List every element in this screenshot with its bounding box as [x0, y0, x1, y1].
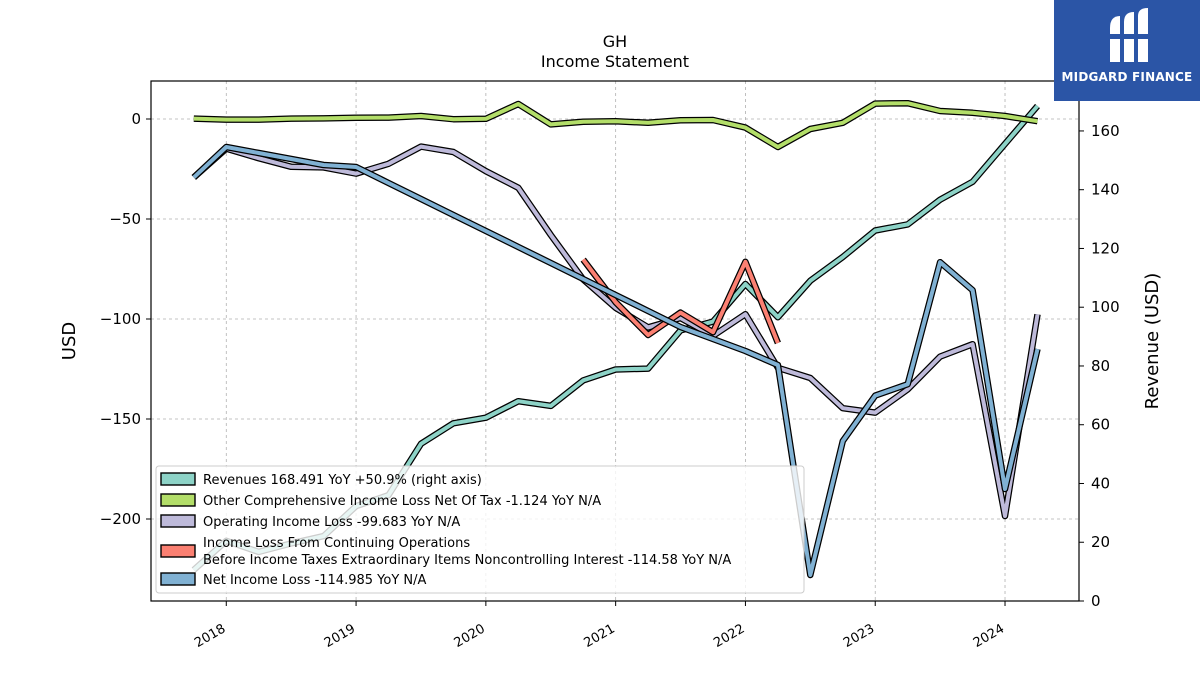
x-tick-label: 2020	[452, 621, 488, 651]
y-tick-label-right: 60	[1091, 416, 1110, 434]
legend-label: Other Comprehensive Income Loss Net Of T…	[203, 494, 601, 509]
legend-item: Other Comprehensive Income Loss Net Of T…	[160, 493, 601, 509]
x-tick-label: 2022	[711, 621, 747, 651]
y-tick-label-right: 80	[1091, 357, 1110, 375]
series-layer	[191, 99, 1041, 579]
series-stroke	[581, 258, 780, 344]
series-stroke	[193, 101, 1038, 149]
x-tick-label: 2018	[192, 621, 228, 651]
legend-swatch	[160, 514, 196, 528]
y-tick-label-left: −100	[100, 310, 141, 328]
series-line-3	[580, 257, 781, 345]
legend-label: Operating Income Loss -99.683 YoY N/A	[203, 515, 460, 530]
plot-frame	[150, 80, 1080, 602]
legend-item: Operating Income Loss -99.683 YoY N/A	[160, 514, 460, 530]
series-stroke	[192, 145, 1040, 577]
series-line-2	[191, 143, 1041, 520]
logo: MIDGARD FINANCE	[1054, 0, 1200, 101]
series-stroke	[192, 144, 1040, 518]
logo-icon	[1104, 8, 1154, 62]
y-tick-label-left: −200	[100, 510, 141, 528]
logo-text: MIDGARD FINANCE	[1061, 70, 1193, 84]
chart-title: GH	[603, 32, 627, 51]
y-tick-label-right: 160	[1091, 122, 1120, 140]
legend-item: Net Income Loss -114.985 YoY N/A	[160, 572, 426, 588]
y-tick-label-right: 100	[1091, 298, 1120, 316]
y-tick-label-left: 0	[131, 110, 141, 128]
y-tick-label-right: 20	[1091, 533, 1110, 551]
y-tick-label-left: −150	[100, 410, 141, 428]
legend-swatch	[160, 544, 196, 558]
legend-label: Revenues 168.491 YoY +50.9% (right axis)	[203, 473, 482, 488]
series-line-4	[191, 143, 1041, 579]
legend-item: Income Loss From Continuing Operations Be…	[160, 536, 731, 568]
legend-swatch	[160, 493, 196, 507]
x-tick-label: 2023	[841, 621, 877, 651]
legend-label: Income Loss From Continuing Operations Be…	[203, 536, 731, 568]
legend-swatch	[160, 572, 196, 586]
x-tick-label: 2021	[581, 621, 617, 651]
legend-label: Net Income Loss -114.985 YoY N/A	[203, 573, 426, 588]
y-axis-label-right: Revenue (USD)	[1142, 273, 1163, 410]
series-line-1	[193, 99, 1039, 151]
y-axis-label-left: USD	[59, 322, 80, 360]
legend-swatch	[160, 472, 196, 486]
y-tick-label-right: 40	[1091, 474, 1110, 492]
x-tick-label: 2024	[971, 621, 1007, 651]
legend: Revenues 168.491 YoY +50.9% (right axis)…	[155, 465, 805, 594]
x-tick-label: 2019	[322, 621, 358, 651]
y-tick-label-right: 140	[1091, 181, 1120, 199]
legend-box	[155, 465, 805, 594]
y-tick-label-right: 0	[1091, 592, 1101, 610]
y-tick-label-left: −50	[109, 210, 141, 228]
chart-subtitle: Income Statement	[541, 52, 689, 71]
y-tick-label-right: 120	[1091, 239, 1120, 257]
legend-item: Revenues 168.491 YoY +50.9% (right axis)	[160, 472, 482, 488]
